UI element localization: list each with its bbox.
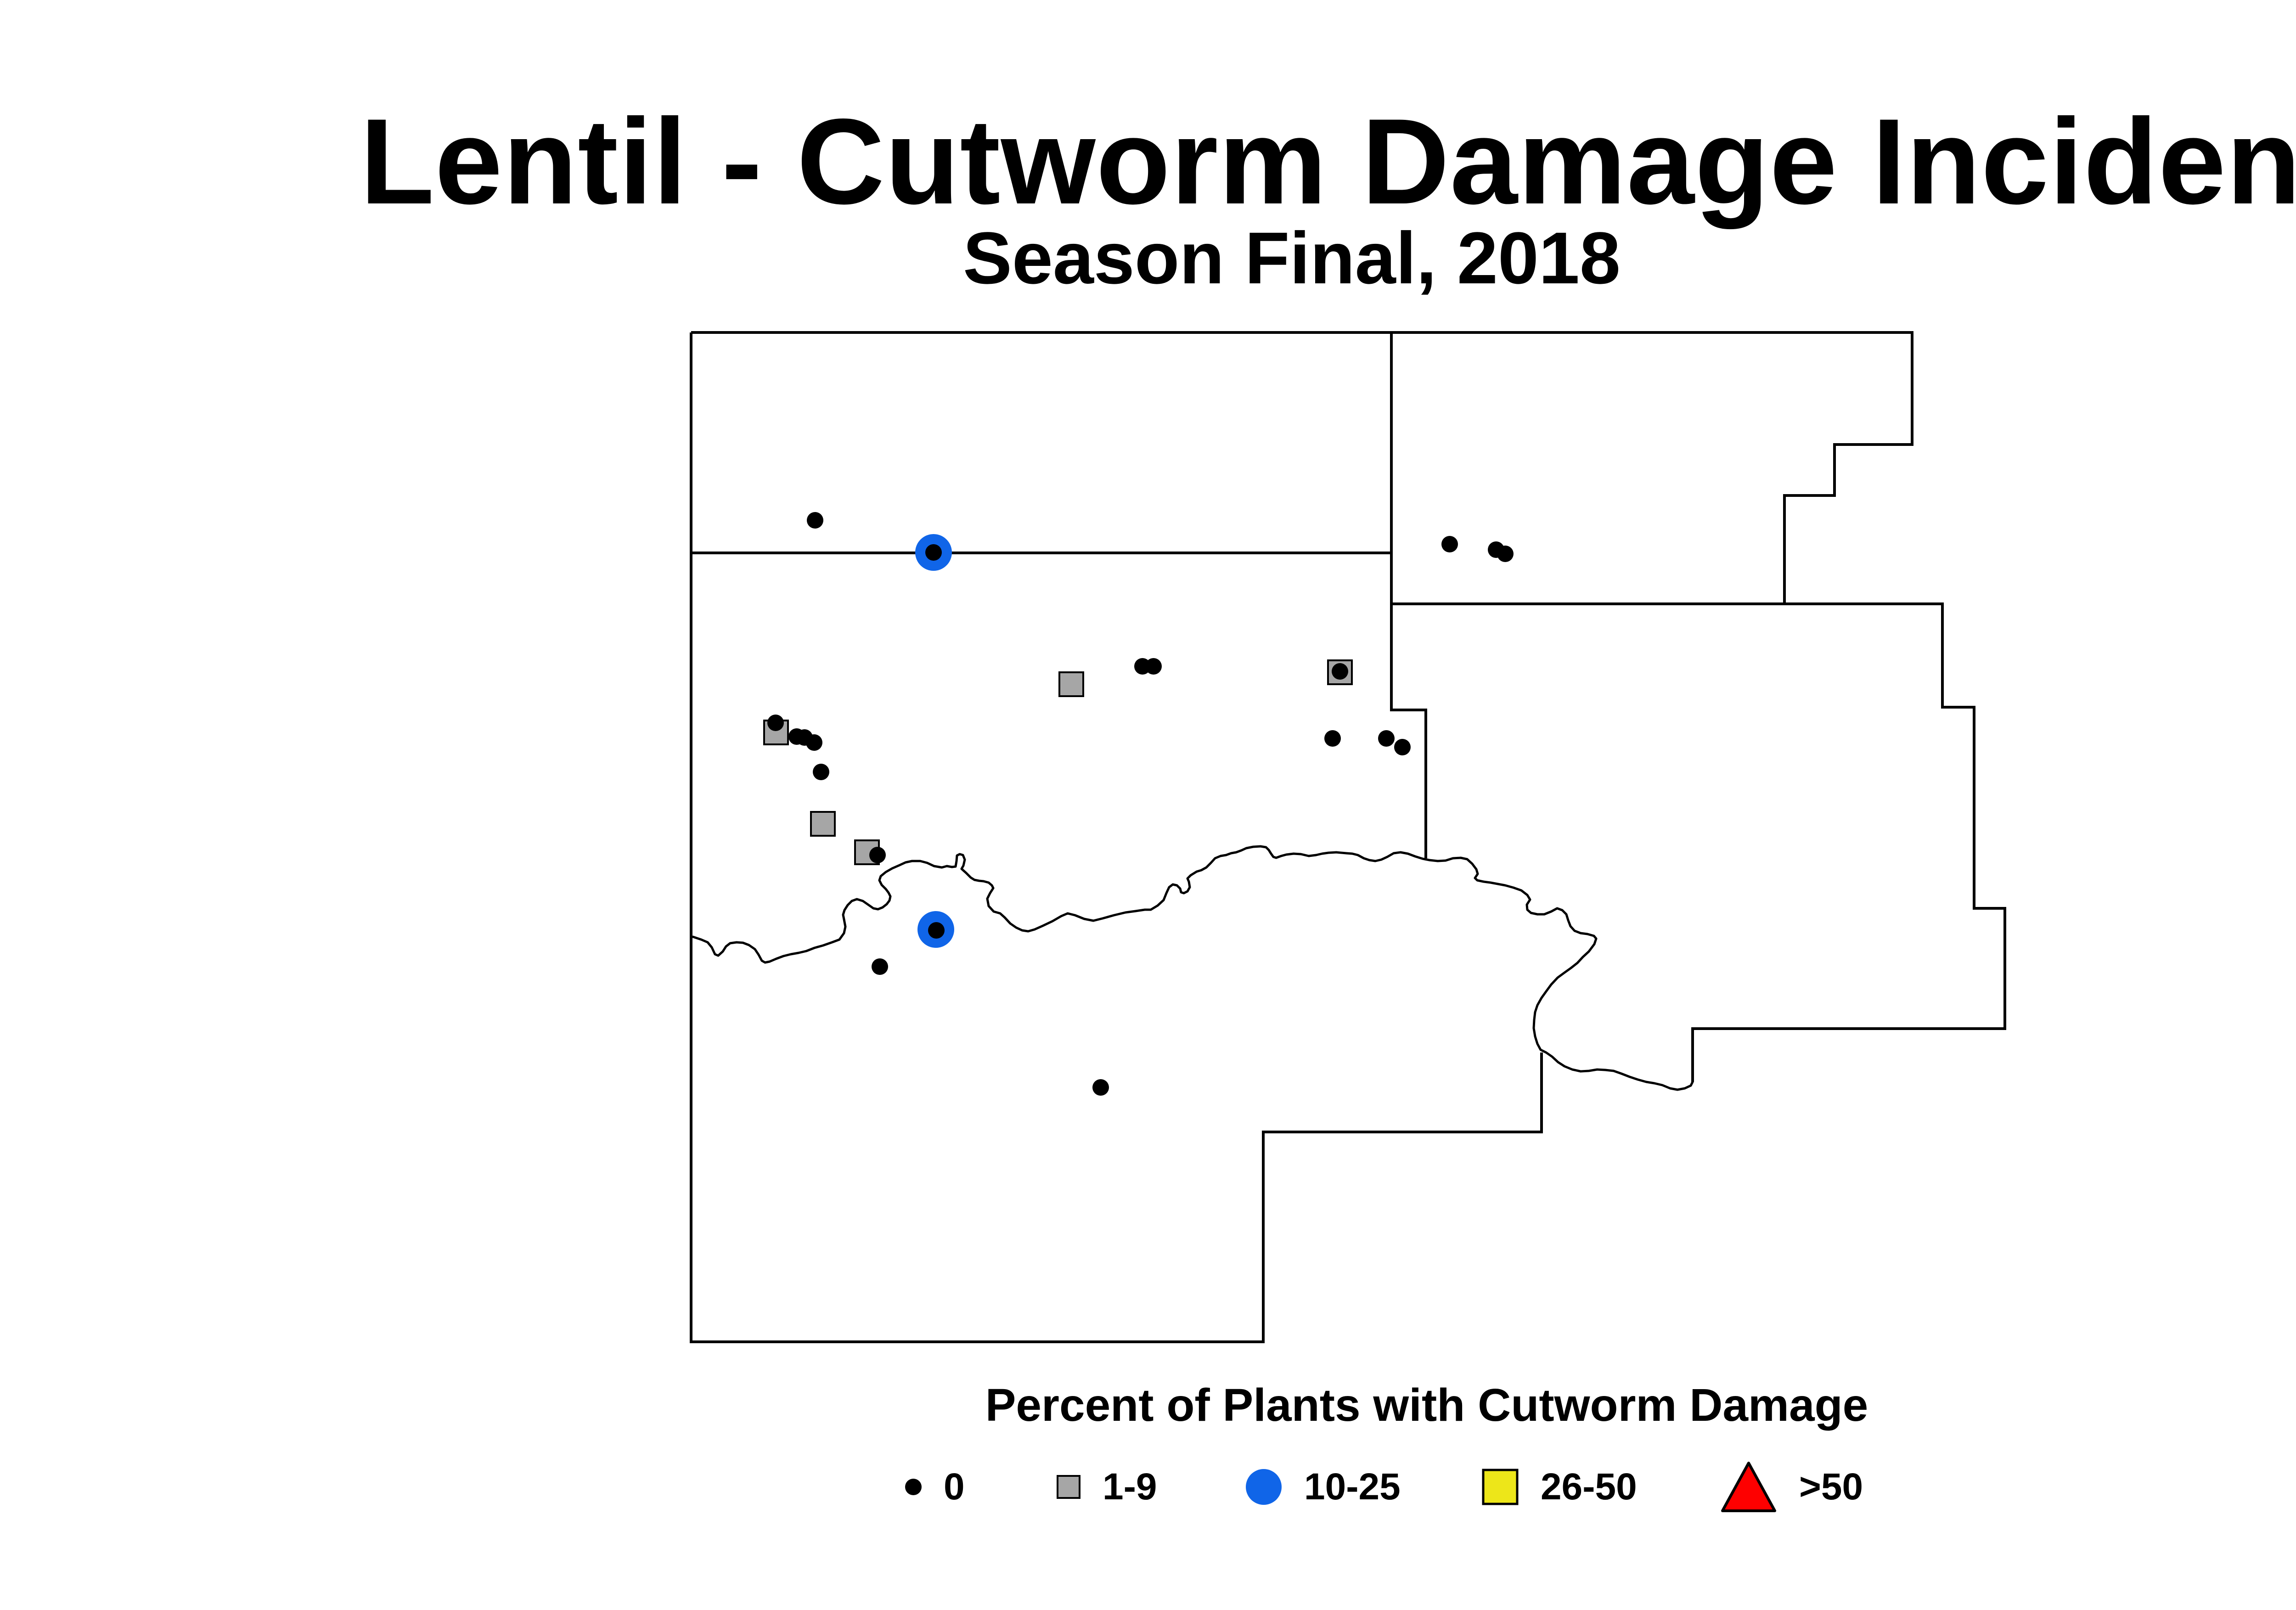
site-marker-0 bbox=[1394, 739, 1411, 755]
zero-dot-icon bbox=[905, 1479, 922, 1495]
page-title: Lentil - Cutworm Damage Incidence bbox=[360, 94, 2296, 230]
site-marker-0 bbox=[1332, 663, 1348, 680]
site-marker-0 bbox=[1497, 546, 1514, 562]
site-marker-0 bbox=[1441, 536, 1458, 552]
legend-title: Percent of Plants with Cutworm Damage bbox=[985, 1379, 1868, 1431]
legend-item-1-9: 1-9 bbox=[1057, 1468, 1157, 1506]
map-canvas bbox=[690, 331, 2006, 1343]
legend-item-0: 0 bbox=[905, 1468, 965, 1506]
site-marker-0 bbox=[806, 734, 822, 751]
site-marker-0 bbox=[925, 544, 942, 561]
legend-label-0: 0 bbox=[944, 1466, 965, 1508]
district-boundary bbox=[691, 331, 1913, 604]
blue-circle-icon bbox=[1246, 1469, 1282, 1505]
district-boundary bbox=[1390, 332, 1427, 858]
site-marker-1-9 bbox=[810, 811, 836, 837]
legend-item-26-50: 26-50 bbox=[1482, 1468, 1637, 1506]
gray-square-icon bbox=[1057, 1475, 1080, 1499]
river-line bbox=[692, 845, 1694, 1091]
district-boundary bbox=[690, 332, 1543, 1343]
legend-label-gt-50: >50 bbox=[1799, 1466, 1863, 1508]
legend-label-26-50: 26-50 bbox=[1541, 1466, 1637, 1508]
site-marker-0 bbox=[869, 847, 886, 863]
site-marker-0 bbox=[1145, 658, 1162, 675]
site-marker-0 bbox=[872, 958, 888, 975]
legend-item-gt-50: >50 bbox=[1720, 1461, 1863, 1513]
site-marker-0 bbox=[767, 715, 784, 731]
site-marker-0 bbox=[1092, 1079, 1109, 1096]
legend-label-10-25: 10-25 bbox=[1304, 1466, 1401, 1508]
site-marker-0 bbox=[1324, 730, 1341, 747]
site-marker-0 bbox=[813, 764, 829, 780]
red-triangle-icon bbox=[1721, 1462, 1776, 1512]
site-marker-0 bbox=[807, 512, 823, 529]
yellow-square-icon bbox=[1482, 1469, 1519, 1505]
site-marker-0 bbox=[928, 922, 945, 939]
legend-label-1-9: 1-9 bbox=[1103, 1466, 1157, 1508]
site-marker-1-9 bbox=[1058, 671, 1084, 697]
legend-item-10-25: 10-25 bbox=[1245, 1468, 1401, 1506]
page-subtitle: Season Final, 2018 bbox=[963, 217, 1621, 299]
site-marker-0 bbox=[1378, 730, 1395, 747]
district-boundary bbox=[1391, 602, 2006, 1082]
